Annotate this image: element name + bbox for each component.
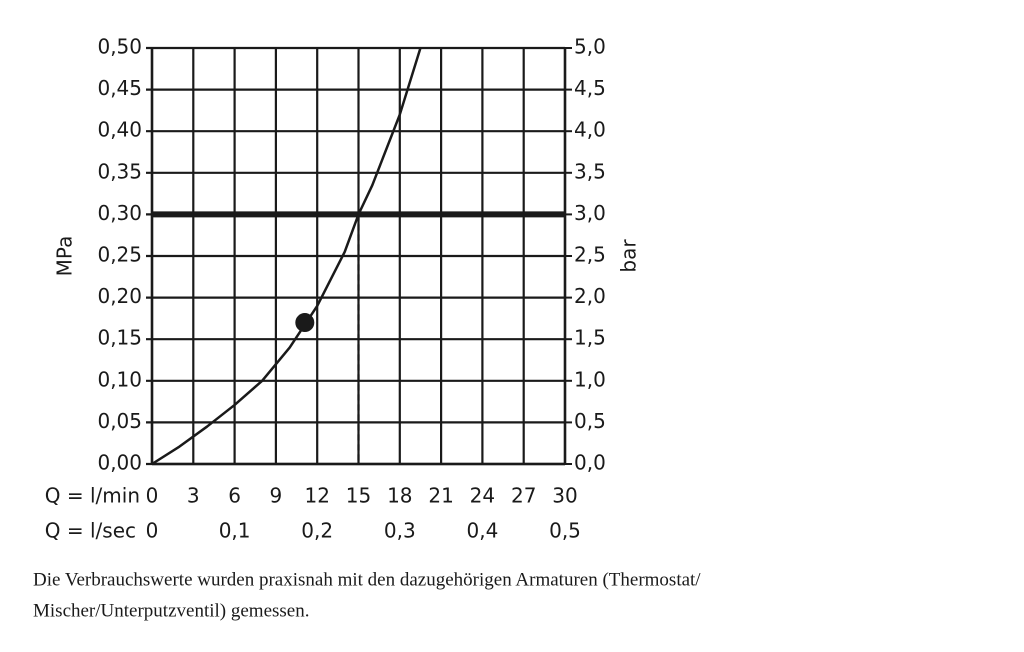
y2-tick-label: 0,5 [574, 409, 606, 433]
note-line: Die Verbrauchswerte wurden praxisnah mit… [33, 569, 701, 590]
x-tick-label: 9 [270, 484, 283, 508]
y-axis-label: MPa [53, 236, 77, 277]
note-line: Mischer/Unterputzventil) gemessen. [33, 600, 309, 621]
x2-tick-label: 0,5 [549, 519, 581, 543]
y2-tick-label: 3,0 [574, 201, 606, 225]
y2-tick-label: 5,0 [574, 35, 606, 59]
x2-tick-label: 0,4 [466, 519, 498, 543]
x-tick-label: 27 [511, 484, 536, 508]
y-tick-label: 0,05 [97, 409, 142, 433]
y-tick-label: 0,10 [97, 367, 142, 391]
x2-tick-label: 0 [146, 519, 159, 543]
y2-tick-label: 1,5 [574, 326, 606, 350]
y2-tick-label: 1,0 [574, 367, 606, 391]
y-tick-label: 0,50 [97, 35, 142, 59]
y-tick-label: 0,35 [97, 159, 142, 183]
y2-tick-label: 2,5 [574, 243, 606, 267]
y-tick-label: 0,15 [97, 326, 142, 350]
x2-axis-label: Q = l/sec [45, 519, 136, 543]
x-axis-label: Q = l/min [45, 484, 140, 508]
x-tick-label: 24 [470, 484, 495, 508]
x-tick-label: 30 [552, 484, 577, 508]
x-tick-label: 12 [304, 484, 329, 508]
y-tick-label: 0,30 [97, 201, 142, 225]
x-tick-label: 18 [387, 484, 412, 508]
y-tick-label: 0,40 [97, 118, 142, 142]
y-tick-label: 0,00 [97, 451, 142, 475]
y-tick-label: 0,25 [97, 243, 142, 267]
y-tick-label: 0,20 [97, 284, 142, 308]
y2-tick-label: 2,0 [574, 284, 606, 308]
x2-tick-label: 0,3 [384, 519, 416, 543]
x-tick-label: 15 [346, 484, 371, 508]
x-tick-label: 21 [428, 484, 453, 508]
x-tick-label: 3 [187, 484, 200, 508]
x-tick-label: 6 [228, 484, 241, 508]
y2-tick-label: 0,0 [574, 451, 606, 475]
x2-tick-label: 0,1 [219, 519, 251, 543]
y2-tick-label: 3,5 [574, 159, 606, 183]
y2-tick-label: 4,0 [574, 118, 606, 142]
y2-tick-label: 4,5 [574, 76, 606, 100]
x-tick-label: 0 [146, 484, 159, 508]
y2-axis-label: bar [617, 239, 641, 273]
y-tick-label: 0,45 [97, 76, 142, 100]
x2-tick-label: 0,2 [301, 519, 333, 543]
marker-point [295, 313, 315, 333]
